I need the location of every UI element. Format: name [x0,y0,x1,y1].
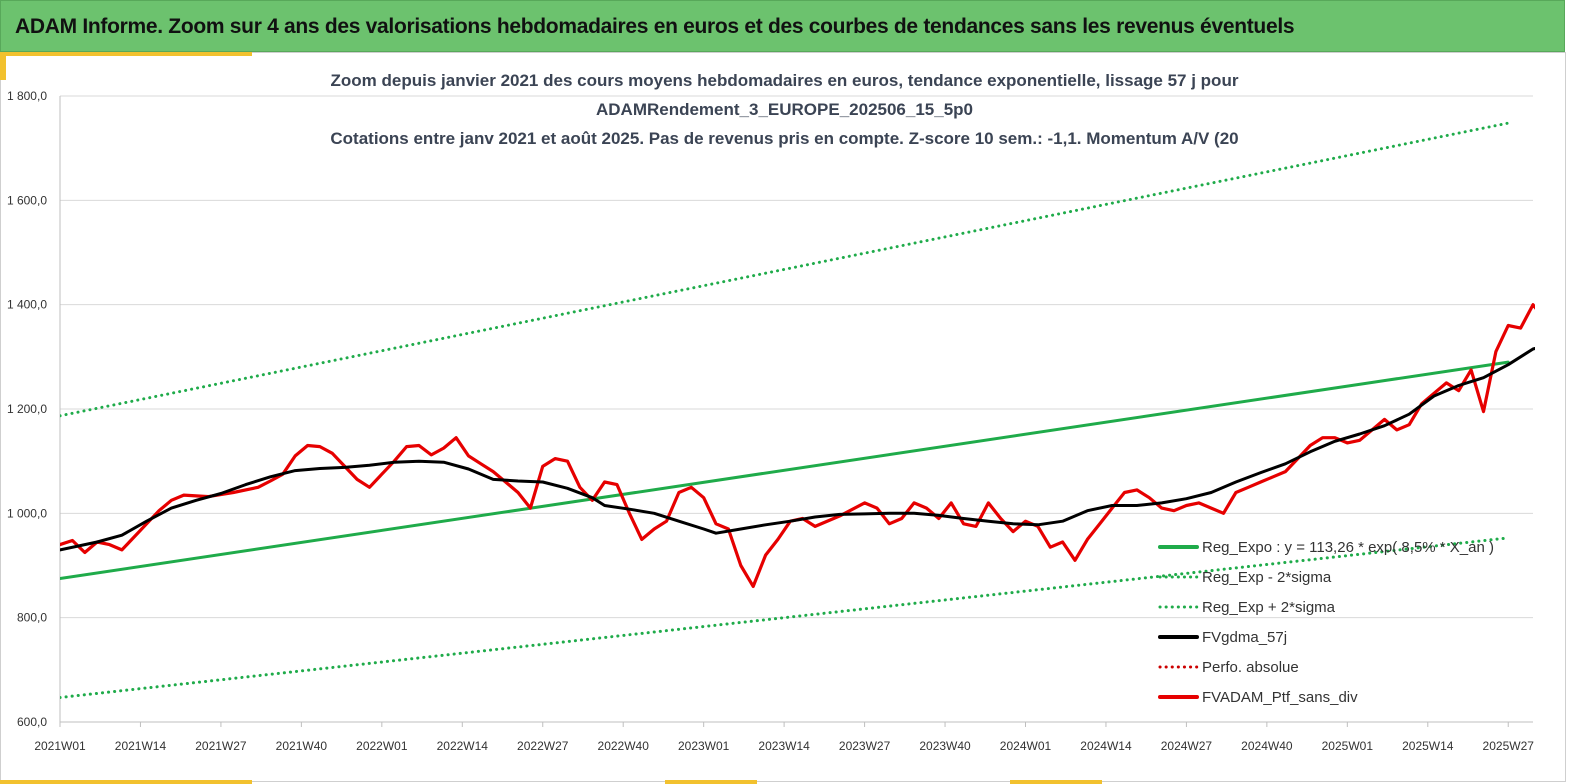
x-tick-label: 2021W40 [276,739,328,753]
x-tick-label: 2023W27 [839,739,891,753]
x-tick-label: 2022W27 [517,739,569,753]
x-tick-label: 2021W27 [195,739,247,753]
x-tick-label: 2023W01 [678,739,730,753]
accent-bar-left [0,52,6,80]
series-line-2 [60,121,1510,418]
x-tick-label: 2024W14 [1080,739,1132,753]
chart-title-line-1: Zoom depuis janvier 2021 des cours moyen… [330,71,1239,90]
y-tick-label: 1 800,0 [7,89,47,103]
y-tick-label: 600,0 [17,715,47,729]
x-tick-label: 2022W01 [356,739,408,753]
y-tick-label: 1 200,0 [7,402,47,416]
series-line-1 [60,536,1510,699]
series-lines [60,121,1535,699]
x-tick-label: 2025W14 [1402,739,1454,753]
accent-bar-bottom-mid [665,780,757,784]
x-tick-label: 2021W14 [115,739,167,753]
x-tick-label: 2024W40 [1241,739,1293,753]
legend: Reg_Expo : y = 113,26 * exp( 8,5% * X_an… [1158,539,1494,706]
legend-label: Reg_Expo : y = 113,26 * exp( 8,5% * X_an… [1202,539,1494,556]
legend-label: FVADAM_Ptf_sans_div [1202,689,1358,706]
accent-bar-bottom-left [0,780,252,784]
y-tick-label: 1 400,0 [7,298,47,312]
chart-frame [0,52,1566,782]
legend-label: Reg_Exp + 2*sigma [1202,599,1336,616]
page-title: ADAM Informe. Zoom sur 4 ans des valoris… [15,15,1295,38]
x-tick-label: 2025W01 [1322,739,1374,753]
x-tick-label: 2023W40 [919,739,971,753]
x-tick-label: 2022W14 [437,739,489,753]
chart-title-line-3: Cotations entre janv 2021 et août 2025. … [330,129,1239,148]
axis-labels: 600,0 800,0 1 000,0 1 200,0 1 400,0 1 600,0 1 … [7,89,1534,753]
accent-bar-top [0,52,252,56]
x-tick-label: 2021W01 [34,739,86,753]
x-tick-label: 2024W01 [1000,739,1052,753]
x-tick-label: 2023W14 [758,739,810,753]
x-tick-label: 2024W27 [1161,739,1213,753]
y-tick-label: 1 600,0 [7,193,47,207]
y-tick-label: 1 000,0 [7,506,47,520]
series-line-3 [60,346,1535,552]
x-tick-label: 2025W27 [1483,739,1535,753]
chart-title-line-2: ADAMRendement_3_EUROPE_202506_15_5p0 [595,100,973,119]
header-banner: ADAM Informe. Zoom sur 4 ans des valoris… [0,0,1565,52]
x-tick-label: 2022W40 [598,739,650,753]
legend-label: Perfo. absolue [1202,659,1299,676]
y-tick-label: 800,0 [17,611,47,625]
legend-label: FVgdma_57j [1202,629,1287,646]
legend-label: Reg_Exp - 2*sigma [1202,569,1332,586]
accent-bar-bottom-right [1010,780,1102,784]
gridlines [59,95,1533,727]
series-line-5 [60,303,1535,588]
series-line-0 [60,360,1510,580]
